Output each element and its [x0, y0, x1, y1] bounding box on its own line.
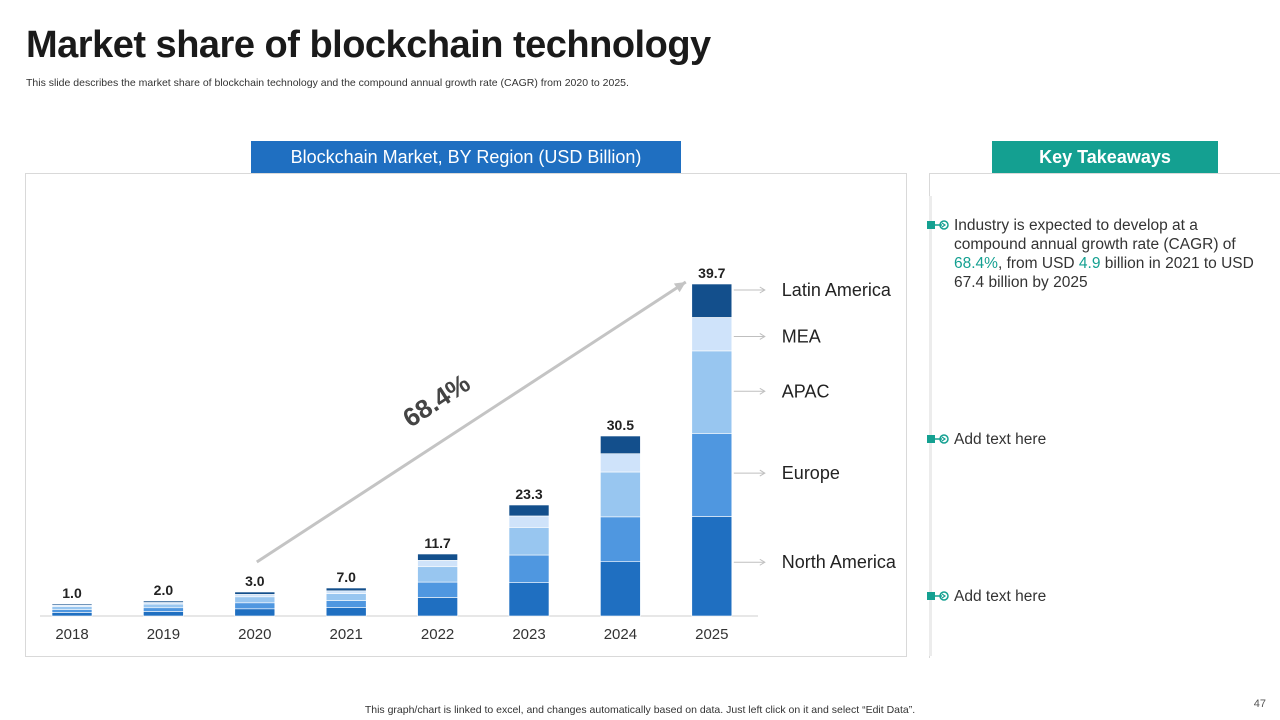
takeaway-item-1: Industry is expected to develop at a com… [926, 216, 1256, 292]
legend-arrowhead-north-america [759, 558, 766, 566]
cagr-highlight: 68.4% [954, 255, 998, 272]
legend-label-apac: APAC [782, 381, 830, 401]
bar-mea-2021 [325, 590, 367, 594]
legend-label-north-america: North America [782, 552, 897, 572]
bar-latin-america-2019 [143, 600, 184, 603]
tick-label-2019: 2019 [147, 626, 180, 643]
bar-mea-2024 [600, 453, 641, 473]
legend-label-europe: Europe [782, 463, 840, 483]
takeaway-text-2[interactable]: Add text here [954, 431, 1047, 448]
data-label-2018: 1.0 [62, 585, 82, 601]
cagr-arrow-line [255, 280, 687, 564]
stacked-bar-chart[interactable]: 1.0 2018 2.0 2019 3.0 2020 7.0 2021 11.7 2022 23.3… [26, 174, 908, 658]
bar-apac-2019 [143, 603, 184, 609]
data-label-2025: 39.7 [698, 265, 725, 281]
key-takeaways-rail [929, 196, 932, 656]
legend-arrowhead-mea [759, 333, 766, 340]
tick-label-2018: 2018 [55, 626, 88, 643]
data-label-2019: 2.0 [154, 582, 174, 598]
arrow-bullet-icon [926, 589, 954, 607]
bar-apac-2021 [325, 593, 367, 601]
bar-apac-2023 [508, 527, 550, 556]
bar-europe-2020 [234, 602, 276, 610]
bar-mea-2020 [234, 594, 276, 598]
bar-north-america-2021 [325, 607, 367, 617]
bar-apac-2024 [600, 471, 641, 518]
page-number: 47 [1253, 698, 1266, 710]
bar-mea-2025 [691, 317, 733, 352]
takeaway-text-part: billion in 2021 to USD 67.4 billion by 2… [954, 255, 1254, 291]
bar-latin-america-2023 [508, 504, 550, 517]
chart-container[interactable]: 1.0 2018 2.0 2019 3.0 2020 7.0 2021 11.7 2022 23.3… [25, 173, 907, 657]
footnote: This graph/chart is linked to excel, and… [364, 704, 916, 716]
bar-north-america-2023 [508, 582, 550, 617]
legend-label-latin-america: Latin America [782, 280, 892, 300]
slide-title: Market share of blockchain technology [26, 24, 711, 66]
bar-apac-2020 [234, 596, 276, 604]
takeaway-text-3[interactable]: Add text here [954, 588, 1047, 605]
tick-label-2023: 2023 [512, 626, 545, 643]
arrow-bullet-icon [926, 218, 954, 236]
key-takeaways-header: Key Takeaways [992, 141, 1218, 173]
bar-europe-2025 [691, 433, 733, 517]
start-value-highlight: 4.9 [1078, 255, 1101, 272]
bar-europe-2019 [143, 607, 184, 612]
bar-apac-2025 [691, 350, 733, 434]
bar-north-america-2025 [691, 516, 733, 617]
bar-mea-2022 [417, 560, 458, 568]
legend-arrowhead-apac [759, 387, 766, 395]
bar-europe-2018 [51, 609, 93, 613]
data-label-2020: 3.0 [245, 573, 265, 589]
cagr-annotation-label: 68.4% [397, 368, 475, 433]
bar-latin-america-2018 [51, 603, 93, 606]
tick-label-2025: 2025 [695, 626, 728, 643]
bar-apac-2018 [51, 606, 93, 610]
bar-europe-2022 [417, 581, 458, 598]
data-label-2023: 23.3 [515, 486, 542, 502]
data-label-2022: 11.7 [424, 535, 451, 551]
data-label-2024: 30.5 [607, 417, 634, 433]
arrow-bullet-icon [926, 432, 954, 450]
slide-subtitle: This slide describes the market share of… [26, 77, 629, 89]
tick-label-2021: 2021 [330, 626, 363, 643]
bar-latin-america-2022 [417, 553, 458, 561]
bar-north-america-2022 [417, 597, 458, 617]
bar-europe-2023 [508, 554, 550, 583]
legend-arrowhead-latin-america [759, 286, 766, 294]
bar-north-america-2020 [234, 608, 276, 617]
cagr-arrow-head [673, 282, 686, 293]
bar-latin-america-2021 [325, 587, 367, 592]
data-label-2021: 7.0 [336, 569, 356, 585]
bar-north-america-2019 [143, 611, 184, 617]
takeaway-text-1: Industry is expected to develop at a com… [954, 216, 1256, 292]
chart-header: Blockchain Market, BY Region (USD Billio… [251, 141, 681, 173]
bar-latin-america-2020 [234, 591, 276, 595]
tick-label-2024: 2024 [604, 626, 637, 643]
legend-label-mea: MEA [782, 326, 821, 346]
bar-mea-2023 [508, 515, 550, 528]
takeaway-text-part: , from USD [997, 255, 1079, 272]
bar-europe-2024 [600, 516, 641, 563]
tick-label-2020: 2020 [238, 626, 271, 643]
bar-latin-america-2025 [691, 283, 733, 318]
bar-north-america-2024 [600, 561, 641, 617]
bar-apac-2022 [417, 566, 458, 583]
takeaway-item-2: Add text here [926, 430, 1256, 450]
bar-europe-2021 [325, 600, 367, 608]
takeaway-text-part: Industry is expected to develop at a com… [954, 217, 1236, 253]
tick-label-2022: 2022 [421, 626, 454, 643]
bar-latin-america-2024 [600, 435, 641, 455]
takeaway-item-3: Add text here [926, 587, 1256, 607]
legend-arrowhead-europe [759, 469, 766, 477]
bar-north-america-2018 [51, 612, 93, 617]
